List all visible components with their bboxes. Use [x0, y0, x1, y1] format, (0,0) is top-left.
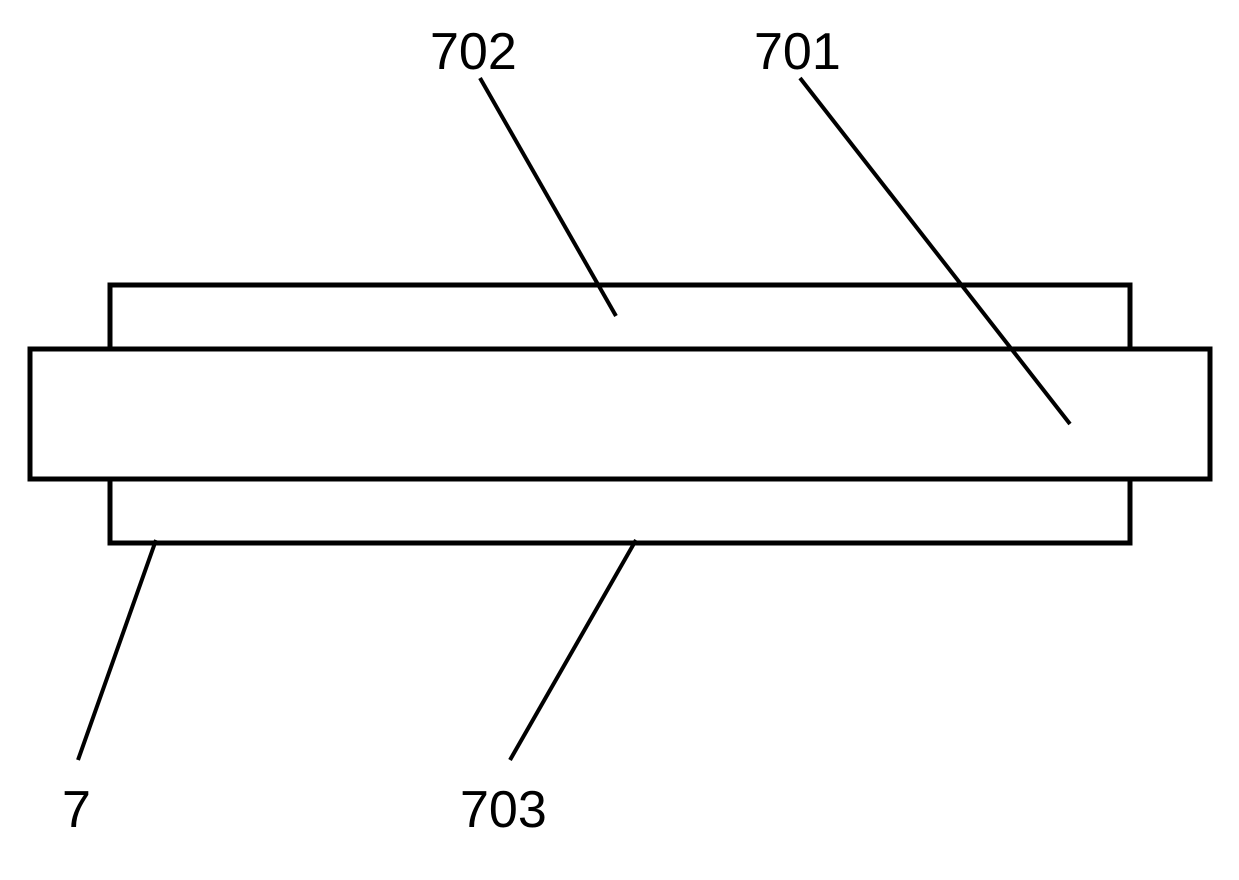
diagram-svg — [0, 0, 1239, 880]
label-7: 7 — [62, 780, 91, 840]
diagram-stage: 702 701 7 703 — [0, 0, 1239, 880]
leader-702 — [480, 78, 616, 316]
leader-703 — [510, 540, 636, 760]
label-702: 702 — [430, 22, 517, 82]
label-703: 703 — [460, 780, 547, 840]
leader-7 — [78, 540, 156, 760]
label-701: 701 — [754, 22, 841, 82]
middle-rect — [30, 349, 1210, 479]
